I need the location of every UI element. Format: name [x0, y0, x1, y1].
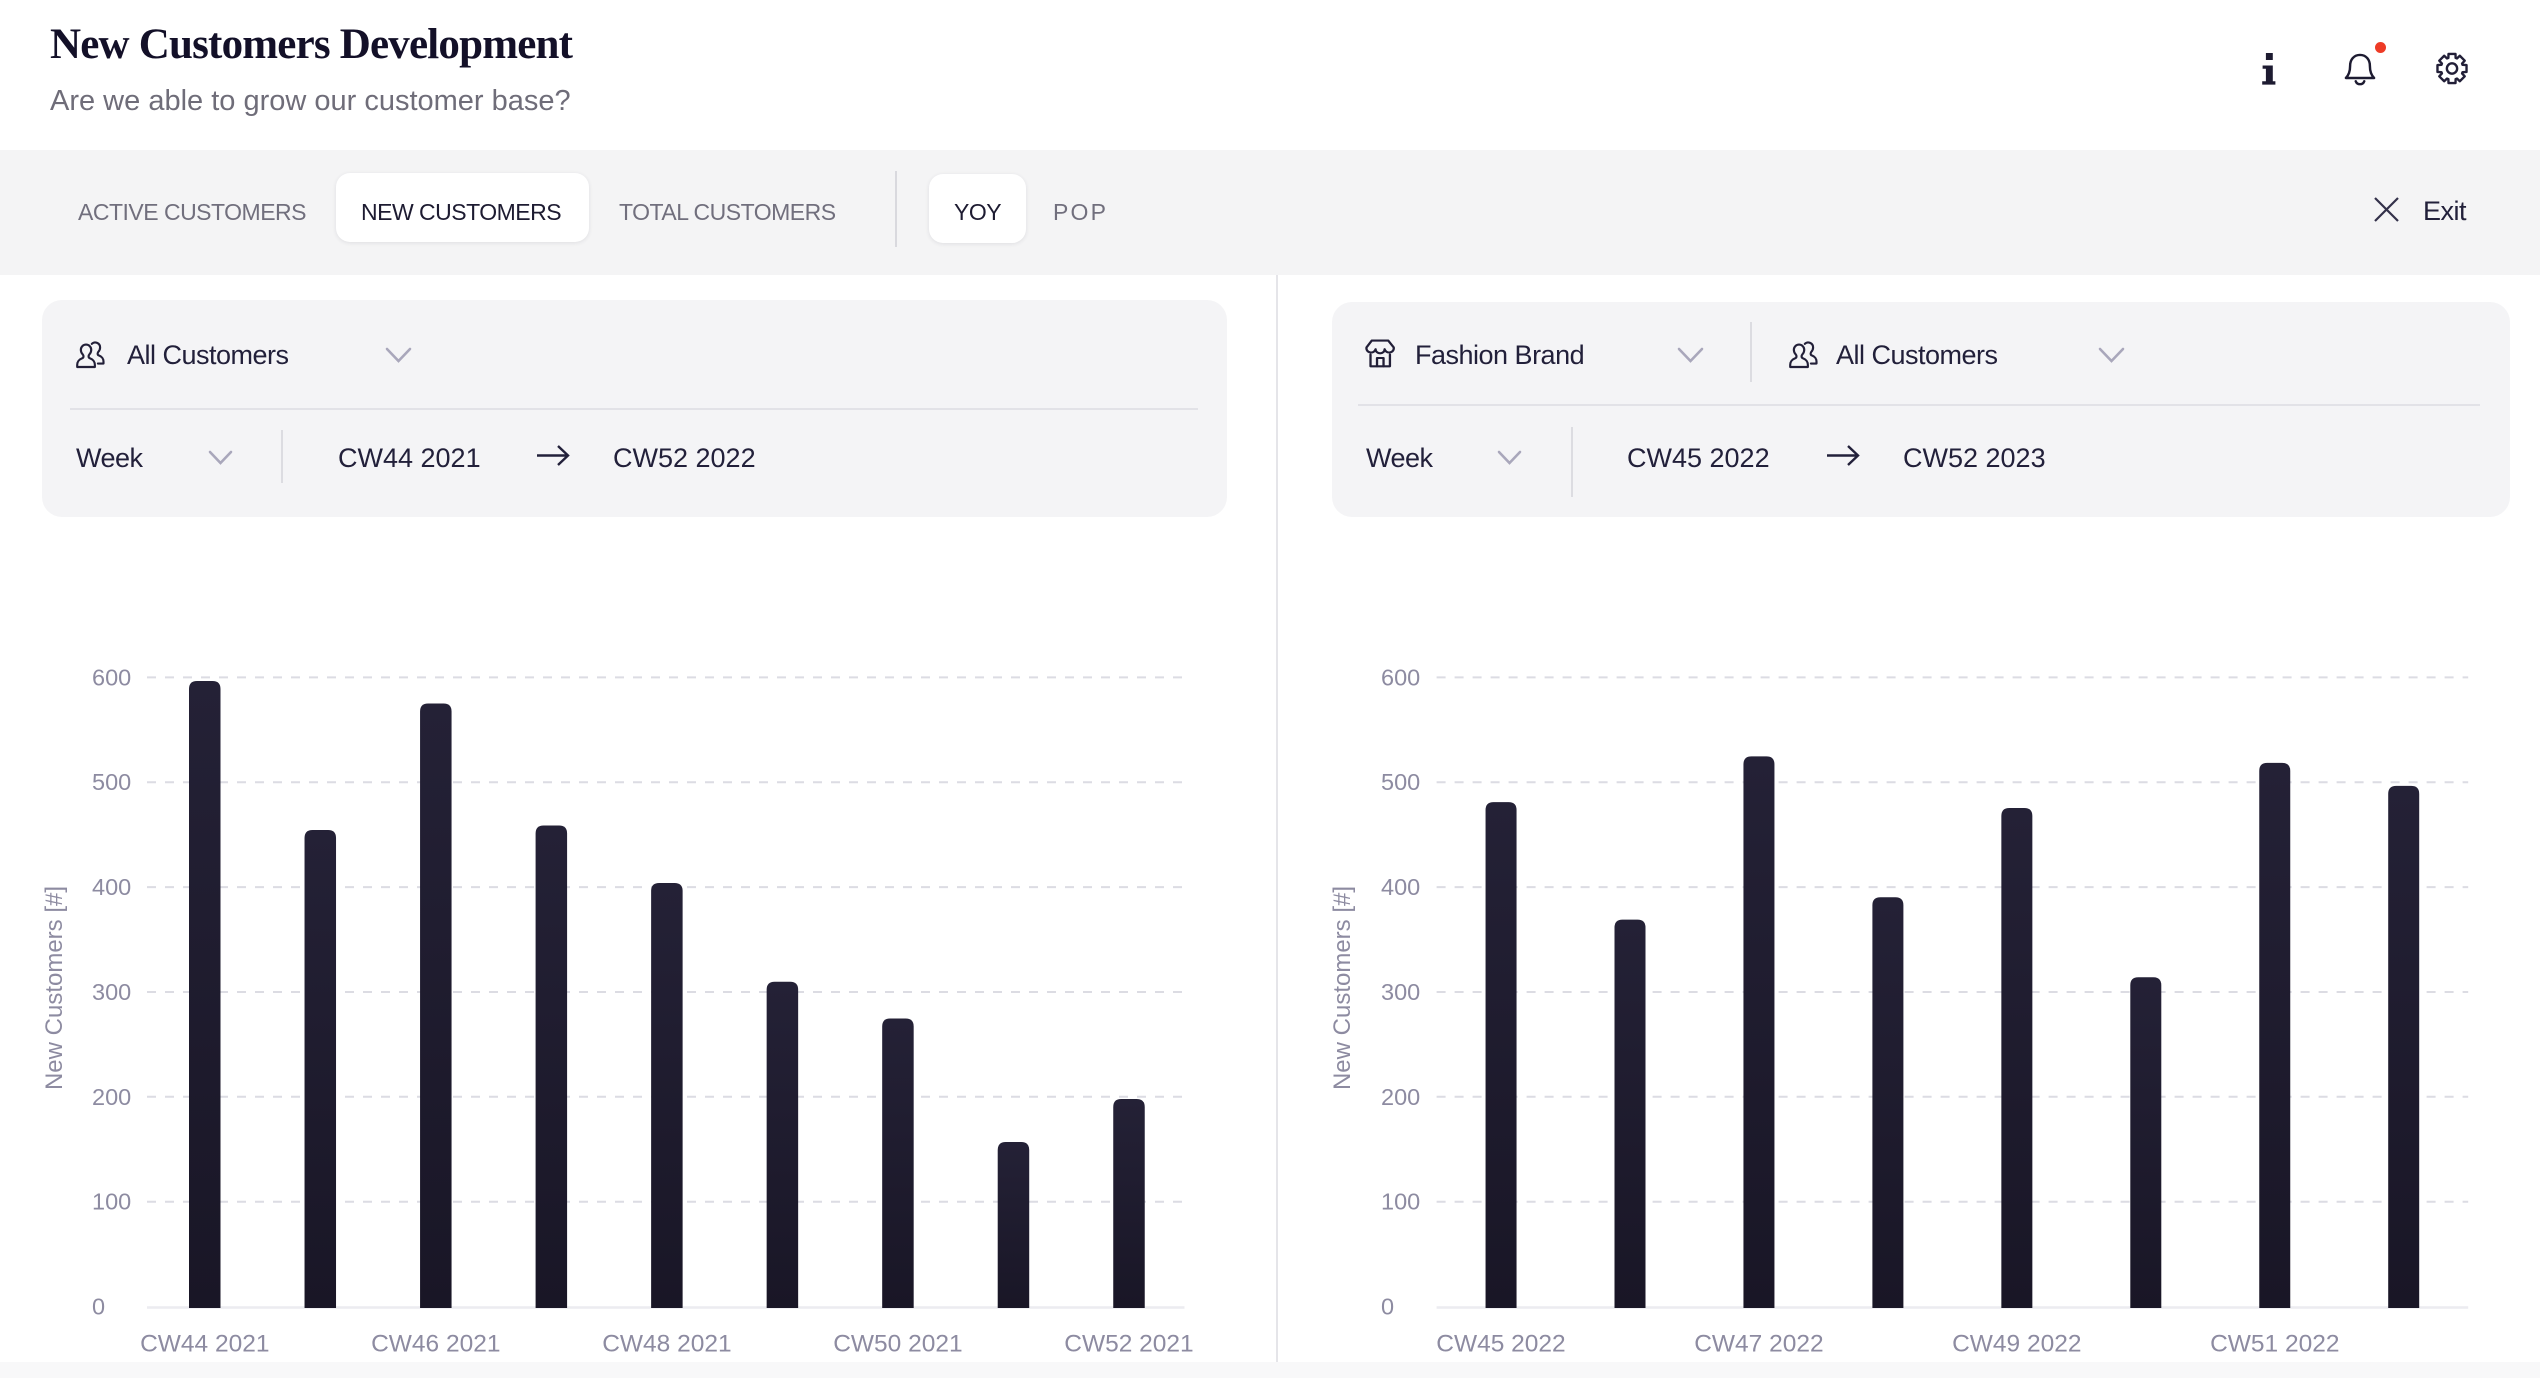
svg-text:CW47 2022: CW47 2022: [1694, 1331, 1823, 1358]
svg-text:300: 300: [1381, 979, 1420, 1005]
svg-text:400: 400: [1381, 874, 1420, 900]
svg-text:200: 200: [1381, 1084, 1420, 1110]
svg-text:CW52 2021: CW52 2021: [1064, 1331, 1193, 1358]
svg-text:0: 0: [1381, 1294, 1394, 1320]
svg-text:New Customers [#]: New Customers [#]: [41, 886, 68, 1090]
svg-text:CW48 2021: CW48 2021: [602, 1331, 731, 1358]
svg-text:500: 500: [92, 769, 131, 795]
svg-text:0: 0: [92, 1294, 105, 1320]
svg-text:CW45 2022: CW45 2022: [1436, 1331, 1565, 1358]
svg-text:100: 100: [92, 1189, 131, 1215]
svg-text:600: 600: [1381, 664, 1420, 690]
svg-text:400: 400: [92, 874, 131, 900]
svg-text:600: 600: [92, 664, 131, 690]
svg-text:New Customers [#]: New Customers [#]: [1329, 886, 1356, 1090]
svg-text:CW46 2021: CW46 2021: [371, 1331, 500, 1358]
svg-text:CW50 2021: CW50 2021: [833, 1331, 962, 1358]
svg-text:200: 200: [92, 1084, 131, 1110]
svg-text:100: 100: [1381, 1189, 1420, 1215]
svg-text:300: 300: [92, 979, 131, 1005]
svg-text:CW49 2022: CW49 2022: [1952, 1331, 2081, 1358]
svg-text:500: 500: [1381, 769, 1420, 795]
svg-text:CW51 2022: CW51 2022: [2210, 1331, 2339, 1358]
svg-text:CW44 2021: CW44 2021: [140, 1331, 269, 1358]
